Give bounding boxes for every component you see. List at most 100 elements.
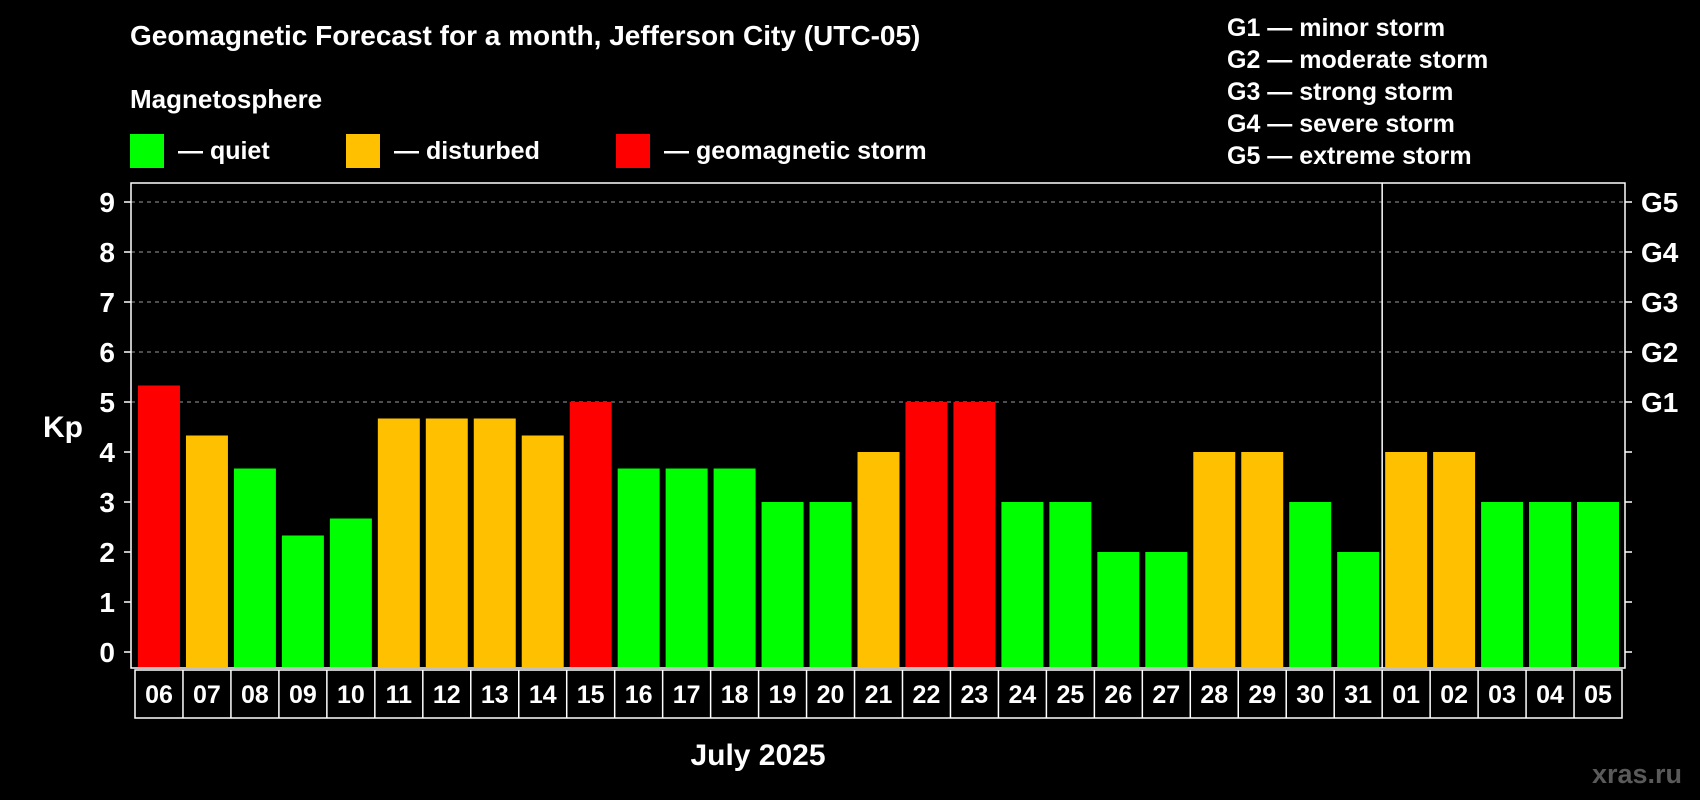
y-tick-label-6: 6 (99, 337, 115, 368)
bar-07 (185, 435, 228, 667)
x-tick-label-18: 18 (721, 681, 749, 709)
bar-28 (1193, 452, 1236, 667)
x-axis-label: July 2025 (690, 739, 825, 772)
g-label-G2: G2 (1641, 337, 1678, 368)
y-tick-label-9: 9 (99, 187, 115, 218)
x-tick-label-30: 30 (1296, 681, 1324, 709)
grid-layer (131, 201, 1625, 403)
watermark: xras.ru (1591, 759, 1682, 789)
bar-14 (521, 435, 564, 667)
y-tick-label-1: 1 (99, 587, 115, 618)
bar-16 (617, 468, 660, 667)
bar-24 (1001, 502, 1044, 667)
x-tick-label-08: 08 (241, 681, 269, 709)
x-tick-label-27: 27 (1152, 681, 1180, 709)
x-tick-label-09: 09 (289, 681, 317, 709)
bar-layer (138, 385, 1619, 667)
x-tick-label-04: 04 (1536, 681, 1564, 709)
y-tick-label-5: 5 (99, 387, 115, 418)
x-tick-label-15: 15 (577, 681, 605, 709)
storm-scale-g5: G5 — extreme storm (1227, 142, 1472, 170)
x-tick-label-17: 17 (673, 681, 701, 709)
x-tick-label-31: 31 (1344, 681, 1372, 709)
legend-item-disturbed: — disturbed (346, 134, 540, 168)
bar-06 (138, 385, 180, 667)
legend-subtitle: Magnetosphere (130, 84, 323, 114)
bar-18 (713, 468, 756, 667)
x-tick-label-01: 01 (1392, 681, 1420, 709)
bar-25 (1049, 502, 1092, 667)
x-tick-label-11: 11 (386, 681, 413, 709)
bar-13 (473, 418, 516, 667)
x-tick-label-25: 25 (1056, 681, 1084, 709)
x-tick-label-12: 12 (433, 681, 461, 709)
bar-05 (1577, 502, 1619, 667)
bar-02 (1433, 452, 1476, 667)
x-tick-label-14: 14 (529, 681, 557, 709)
x-tick-label-29: 29 (1248, 681, 1276, 709)
bar-03 (1481, 502, 1524, 667)
legend-swatch-disturbed (346, 134, 380, 168)
bar-08 (233, 468, 276, 667)
x-tick-label-02: 02 (1440, 681, 1468, 709)
bar-29 (1241, 452, 1284, 667)
bar-22 (905, 402, 948, 667)
x-tick-label-24: 24 (1008, 681, 1036, 709)
x-tick-label-20: 20 (817, 681, 845, 709)
bar-26 (1097, 552, 1140, 667)
chart-title: Geomagnetic Forecast for a month, Jeffer… (130, 20, 921, 51)
x-tick-label-10: 10 (337, 681, 365, 709)
bar-15 (569, 402, 612, 667)
legend-swatch-quiet (130, 134, 164, 168)
x-tick-label-05: 05 (1584, 681, 1612, 709)
bar-30 (1289, 502, 1332, 667)
storm-scale-g1: G1 — minor storm (1227, 14, 1446, 42)
bar-10 (329, 518, 372, 667)
g-label-G1: G1 (1641, 387, 1678, 418)
legend-label-quiet: — quiet (178, 136, 270, 165)
bar-27 (1145, 552, 1188, 667)
y-tick-label-0: 0 (99, 637, 115, 668)
bar-21 (857, 452, 900, 667)
legend-label-storm: — geomagnetic storm (664, 136, 927, 165)
bar-01 (1385, 452, 1428, 667)
legend-swatch-storm (616, 134, 650, 168)
x-tick-label-21: 21 (865, 681, 893, 709)
x-tick-label-26: 26 (1104, 681, 1132, 709)
bar-04 (1529, 502, 1572, 667)
x-tick-label-06: 06 (145, 681, 173, 709)
x-tick-label-28: 28 (1200, 681, 1228, 709)
legend-item-storm: — geomagnetic storm (616, 134, 927, 168)
x-tick-label-03: 03 (1488, 681, 1516, 709)
bar-12 (425, 418, 468, 667)
g-label-G5: G5 (1641, 187, 1678, 218)
x-label-strip (134, 669, 1623, 719)
storm-scale-legend: G1 — minor storm G2 — moderate storm G3 … (1227, 12, 1488, 172)
x-tick-label-07: 07 (193, 681, 221, 709)
x-tick-label-19: 19 (769, 681, 797, 709)
y-tick-label-7: 7 (99, 287, 115, 318)
storm-scale-g3: G3 — strong storm (1227, 78, 1454, 106)
legend-item-quiet: — quiet (130, 134, 270, 168)
bar-09 (281, 535, 324, 667)
y-tick-label-3: 3 (99, 487, 115, 518)
x-tick-label-16: 16 (625, 681, 653, 709)
y-tick-label-8: 8 (99, 237, 115, 268)
bar-11 (377, 418, 420, 667)
bar-19 (761, 502, 804, 667)
x-tick-label-23: 23 (961, 681, 989, 709)
y-axis-label: Kp (43, 411, 83, 444)
g-label-G4: G4 (1641, 237, 1679, 268)
axis-layer (124, 182, 1632, 719)
storm-scale-g4: G4 — severe storm (1227, 110, 1455, 138)
g-label-G3: G3 (1641, 287, 1678, 318)
storm-scale-g2: G2 — moderate storm (1227, 46, 1489, 74)
x-tick-label-22: 22 (913, 681, 941, 709)
x-tick-label-13: 13 (481, 681, 509, 709)
bar-31 (1337, 552, 1380, 667)
plot-frame (130, 182, 1626, 669)
bar-17 (665, 468, 708, 667)
bar-20 (809, 502, 852, 667)
y-tick-label-2: 2 (99, 537, 115, 568)
